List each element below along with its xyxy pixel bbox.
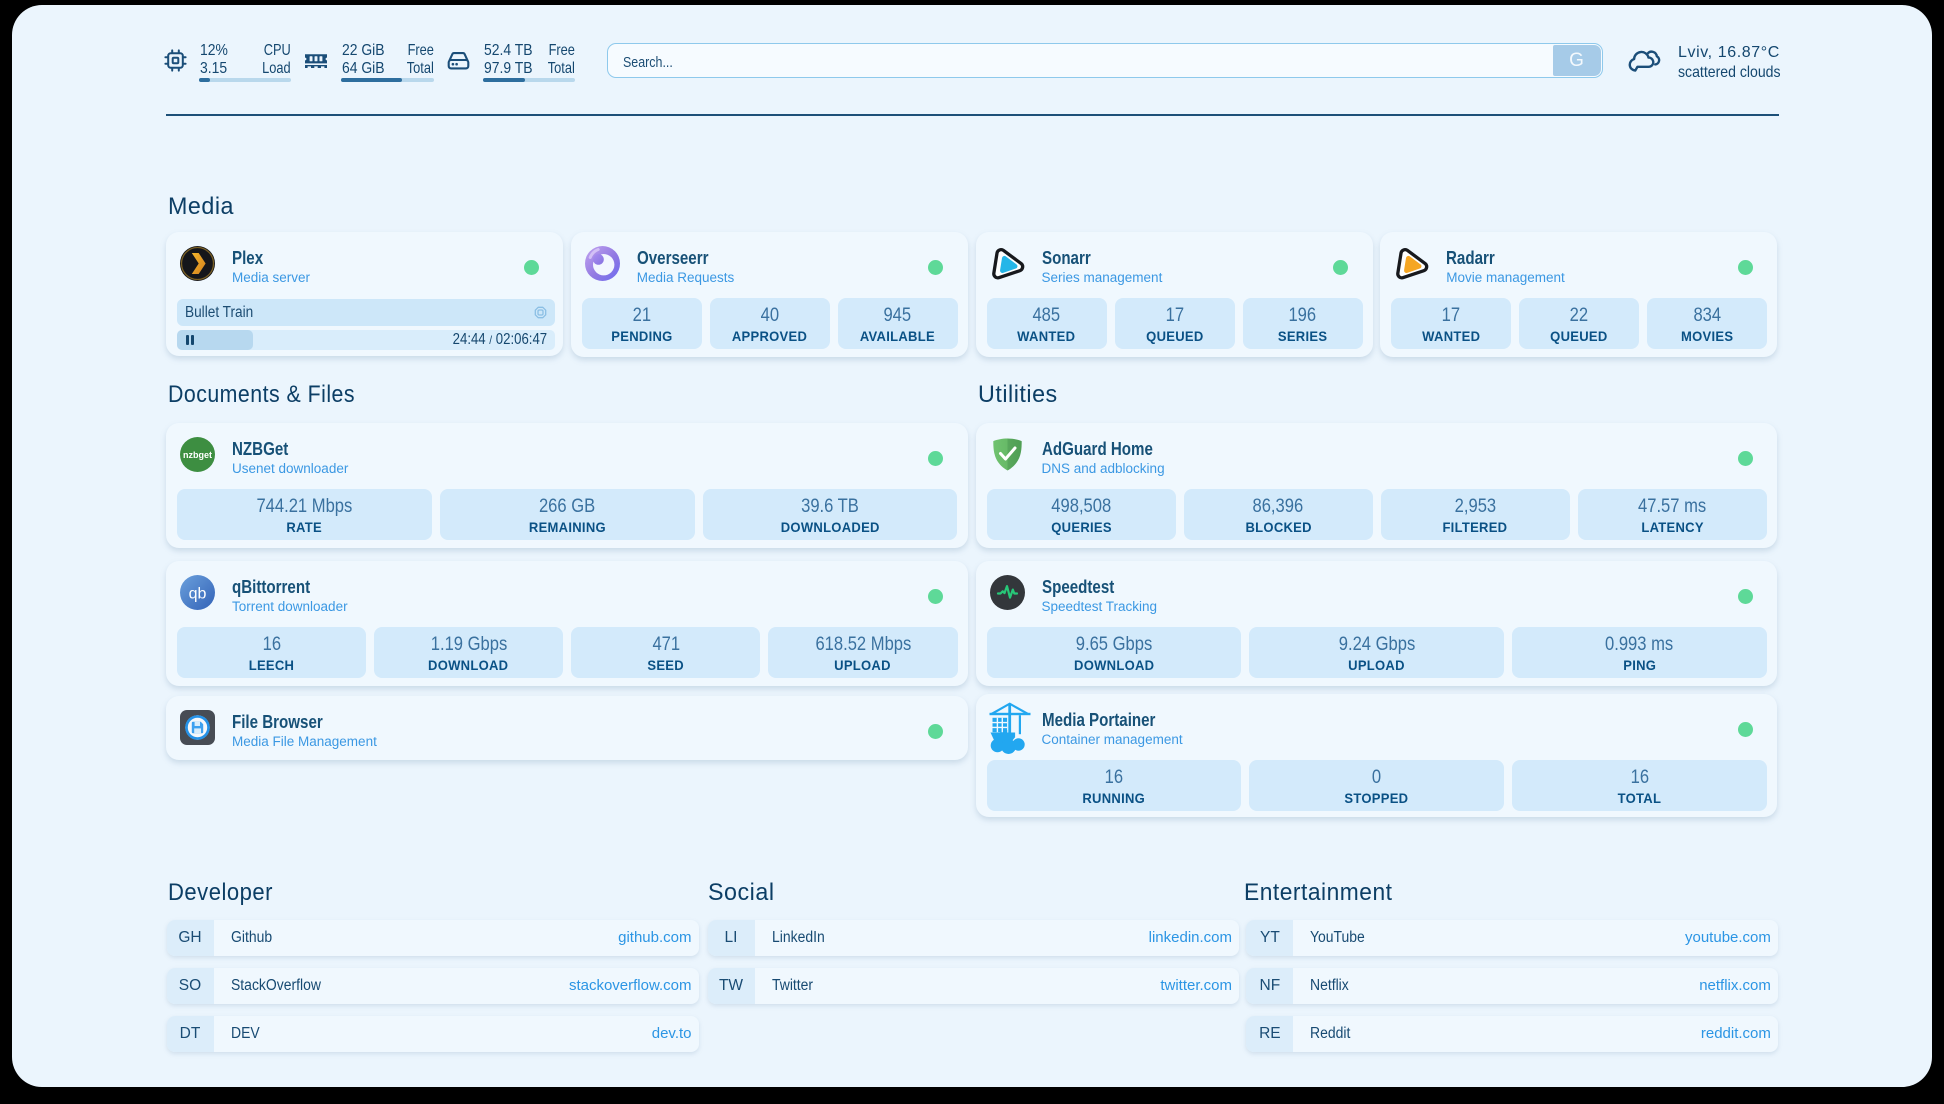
svg-text:qb: qb: [189, 586, 207, 603]
svg-text:nzbget: nzbget: [183, 450, 212, 460]
